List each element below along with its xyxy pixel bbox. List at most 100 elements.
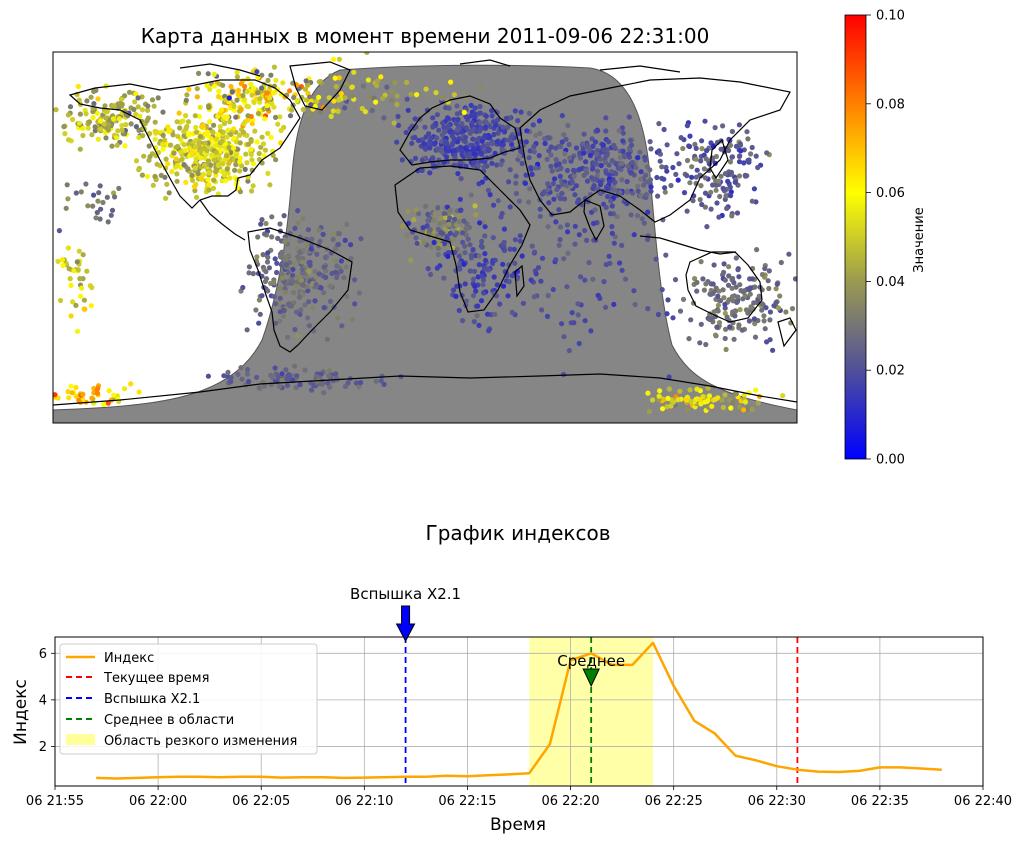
data-point (561, 371, 567, 378)
data-point (629, 159, 636, 166)
data-point (631, 288, 637, 294)
data-point (647, 139, 653, 145)
data-point (548, 163, 554, 169)
data-point (611, 301, 617, 307)
data-point (606, 139, 612, 145)
data-point (179, 156, 185, 162)
x-tick-label: 06 22:35 (851, 794, 909, 809)
data-point (338, 258, 344, 264)
data-point (97, 216, 103, 222)
data-point (472, 283, 478, 289)
data-point (277, 221, 283, 227)
data-point (694, 386, 700, 392)
data-point (641, 182, 647, 188)
data-point (78, 189, 84, 195)
data-point (332, 258, 338, 264)
data-point (293, 384, 299, 391)
data-point (95, 386, 101, 392)
coastlines (53, 59, 797, 406)
data-point (619, 242, 625, 248)
data-point (584, 178, 591, 184)
data-point (119, 127, 125, 133)
data-point (443, 154, 450, 160)
data-point (325, 380, 331, 386)
data-point (414, 92, 420, 98)
data-point (162, 137, 168, 143)
data-point (665, 395, 671, 401)
data-point (561, 196, 568, 202)
data-point (457, 260, 463, 267)
data-point (656, 148, 662, 154)
data-point (715, 308, 721, 314)
data-point (698, 401, 704, 407)
data-point (381, 115, 387, 121)
coastline-madagascar (514, 264, 525, 298)
data-point (714, 324, 720, 330)
data-point (495, 117, 501, 123)
data-point (341, 275, 347, 281)
data-point (271, 280, 277, 286)
data-point (792, 276, 797, 282)
y-tick-label: 4 (39, 693, 47, 708)
data-point (495, 198, 501, 204)
data-point (219, 138, 225, 144)
data-point (653, 256, 659, 262)
data-point (556, 207, 562, 213)
data-point (231, 135, 237, 141)
data-point (332, 246, 338, 252)
data-point (114, 142, 120, 148)
data-point (295, 254, 301, 260)
data-point (628, 137, 634, 143)
data-point (74, 328, 81, 334)
data-point (277, 286, 283, 292)
data-point (320, 104, 326, 110)
data-point (462, 250, 468, 256)
data-point (228, 379, 234, 385)
data-point (447, 215, 453, 221)
data-point (297, 250, 303, 256)
coastline-asia (519, 77, 791, 223)
data-point (607, 211, 614, 217)
data-point (98, 126, 104, 132)
data-point (228, 131, 234, 137)
data-point (726, 297, 732, 303)
map-title: Карта данных в момент времени 2011-09-06… (141, 24, 710, 48)
data-point (61, 124, 67, 130)
data-point (643, 192, 650, 198)
data-point (572, 223, 578, 229)
data-point (246, 379, 252, 385)
data-point (207, 162, 213, 168)
data-point (718, 173, 724, 179)
data-point (498, 161, 504, 168)
data-point (268, 72, 274, 78)
data-point (394, 139, 400, 145)
data-point (208, 136, 214, 142)
data-point (559, 321, 565, 327)
data-point (80, 132, 86, 139)
data-point (60, 262, 66, 269)
data-point (524, 128, 530, 134)
data-point (564, 284, 570, 290)
data-point (759, 307, 765, 313)
data-point (181, 162, 187, 168)
data-point (447, 207, 453, 213)
data-point (478, 125, 484, 131)
data-point (196, 141, 202, 147)
data-point (490, 235, 496, 241)
data-point (609, 203, 615, 209)
data-point (469, 120, 475, 126)
data-point (225, 170, 231, 176)
data-point (778, 259, 784, 266)
data-point (501, 243, 507, 249)
data-point (84, 98, 90, 104)
data-point (200, 123, 206, 129)
data-point (228, 83, 234, 90)
data-point (133, 111, 139, 117)
data-point (460, 239, 466, 245)
data-point (715, 293, 721, 299)
data-point (473, 212, 479, 218)
data-point (270, 90, 276, 96)
data-point (638, 192, 644, 198)
data-point (416, 211, 422, 217)
